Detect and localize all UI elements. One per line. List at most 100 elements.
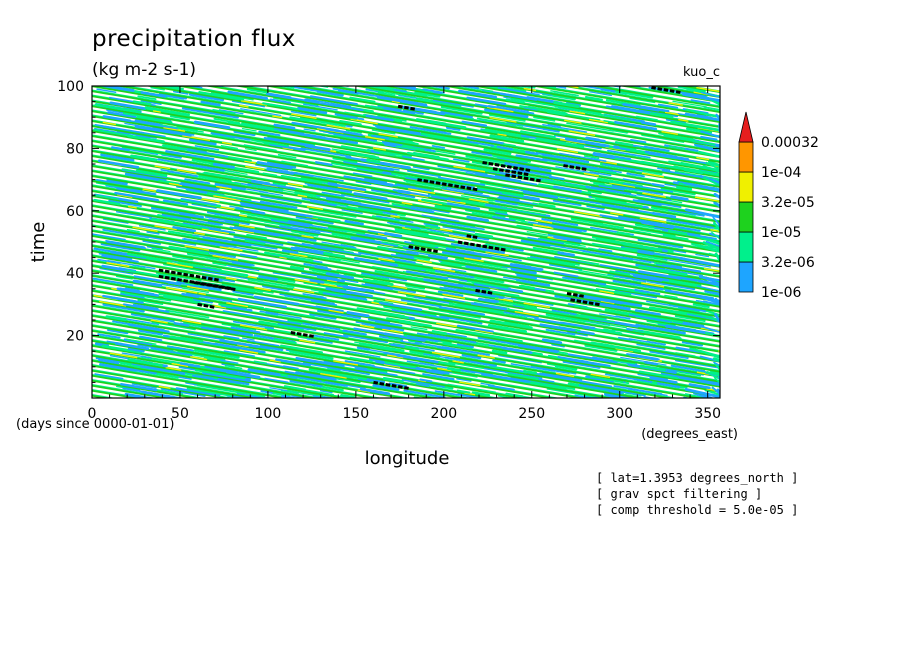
field-speckle xyxy=(553,134,577,140)
field-speckle xyxy=(448,311,481,319)
field-speckle xyxy=(660,371,684,378)
field-speckle xyxy=(359,387,391,396)
field-speckle xyxy=(125,338,157,345)
field-speckle xyxy=(135,169,168,178)
field-highlight xyxy=(168,182,183,187)
field-speckle xyxy=(391,202,415,209)
field-speckle xyxy=(547,233,582,242)
field-speckle xyxy=(500,206,546,216)
field-highlight xyxy=(239,349,259,354)
field-speckle xyxy=(634,288,661,295)
field-speckle xyxy=(636,79,654,82)
field-speckle xyxy=(246,87,268,94)
field-highlight xyxy=(254,286,271,292)
field-speckle xyxy=(412,151,440,159)
field-speckle xyxy=(516,394,535,398)
field-speckle xyxy=(115,275,133,280)
field-speckle xyxy=(161,144,190,151)
field-band xyxy=(92,324,529,398)
field-speckle xyxy=(641,121,657,126)
field-highlight xyxy=(569,110,586,115)
field-speckle xyxy=(341,209,363,214)
field-speckle xyxy=(339,138,359,145)
threshold-mark xyxy=(296,332,302,336)
field-highlight xyxy=(200,508,216,511)
field-highlight xyxy=(574,211,603,218)
threshold-mark xyxy=(594,302,600,307)
field-speckle xyxy=(243,202,264,208)
field-speckle xyxy=(394,229,446,241)
field-speckle xyxy=(103,86,135,93)
field-speckle xyxy=(151,247,171,253)
field-speckle xyxy=(612,358,636,365)
field-speckle xyxy=(184,178,211,185)
field-speckle xyxy=(281,160,308,167)
field-speckle xyxy=(150,206,196,217)
field-highlight xyxy=(671,423,686,426)
field-highlight xyxy=(300,66,316,69)
field-speckle xyxy=(403,179,441,188)
field-speckle xyxy=(542,222,587,233)
field-speckle xyxy=(371,129,396,135)
field-speckle xyxy=(331,161,383,173)
field-speckle xyxy=(636,343,666,350)
field-speckle xyxy=(589,91,613,97)
field-highlight xyxy=(569,495,586,498)
field-speckle xyxy=(553,185,582,193)
field-speckle xyxy=(670,195,689,201)
field-speckle xyxy=(601,303,631,311)
field-speckle xyxy=(448,302,492,312)
field-band xyxy=(92,89,720,198)
threshold-mark xyxy=(472,235,478,240)
field-speckle xyxy=(268,401,292,405)
field-speckle xyxy=(456,389,471,394)
field-highlight xyxy=(489,116,517,123)
field-highlight xyxy=(279,256,287,259)
field-speckle xyxy=(227,264,254,271)
field-speckle xyxy=(405,180,447,189)
field-highlight xyxy=(294,278,318,284)
field-speckle xyxy=(127,134,165,144)
field-speckle xyxy=(488,113,526,122)
field-speckle xyxy=(661,169,701,178)
field-speckle xyxy=(102,115,132,123)
field-speckle xyxy=(186,386,234,397)
field-speckle xyxy=(698,150,720,158)
field-speckle xyxy=(466,279,509,289)
field-speckle xyxy=(165,309,210,319)
field-highlight xyxy=(532,224,554,229)
field-speckle xyxy=(151,321,196,331)
field-speckle xyxy=(98,359,120,365)
field-speckle xyxy=(674,314,706,322)
field-speckle xyxy=(603,392,638,398)
field-speckle xyxy=(411,240,456,250)
field-speckle xyxy=(202,172,252,182)
field-speckle xyxy=(632,329,682,339)
field-speckle xyxy=(276,397,281,398)
field-speckle xyxy=(301,271,338,280)
threshold-mark xyxy=(657,87,663,91)
field-speckle xyxy=(212,108,236,115)
field-speckle xyxy=(635,199,662,207)
field-speckle xyxy=(626,172,645,178)
field-speckle xyxy=(517,344,559,354)
field-highlight xyxy=(696,86,720,93)
field-highlight xyxy=(431,351,461,358)
field-speckle xyxy=(473,77,514,84)
colorbar-label: 1e-05 xyxy=(761,225,801,241)
field-speckle xyxy=(167,345,194,352)
field-speckle xyxy=(589,180,605,185)
field-speckle xyxy=(484,243,511,251)
field-speckle xyxy=(150,218,203,229)
field-speckle xyxy=(186,252,220,261)
field-speckle xyxy=(121,146,170,156)
field-speckle xyxy=(303,282,347,291)
field-speckle xyxy=(422,99,452,106)
field-speckle xyxy=(309,95,358,106)
field-speckle xyxy=(137,299,164,305)
y-axis-units: (days since 0000-01-01) xyxy=(16,417,174,432)
field-band xyxy=(92,329,499,398)
field-highlight xyxy=(212,485,230,488)
field-speckle xyxy=(334,112,358,119)
field-speckle xyxy=(237,297,287,309)
